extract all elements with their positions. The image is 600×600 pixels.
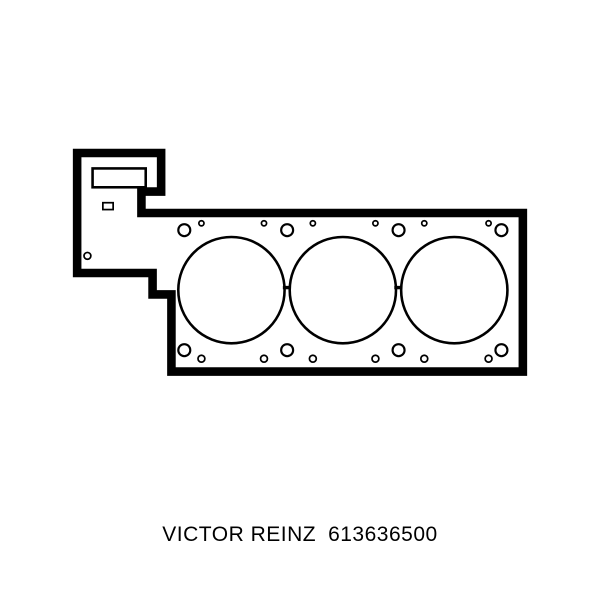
product-caption: VICTOR REINZ 613636500 — [162, 523, 437, 547]
brand-label: VICTOR REINZ — [162, 523, 316, 547]
part-number-label: 613636500 — [328, 523, 438, 547]
product-card: VICTOR REINZ 613636500 — [0, 0, 600, 600]
diagram-area — [50, 53, 550, 493]
head-gasket-icon — [60, 103, 540, 443]
